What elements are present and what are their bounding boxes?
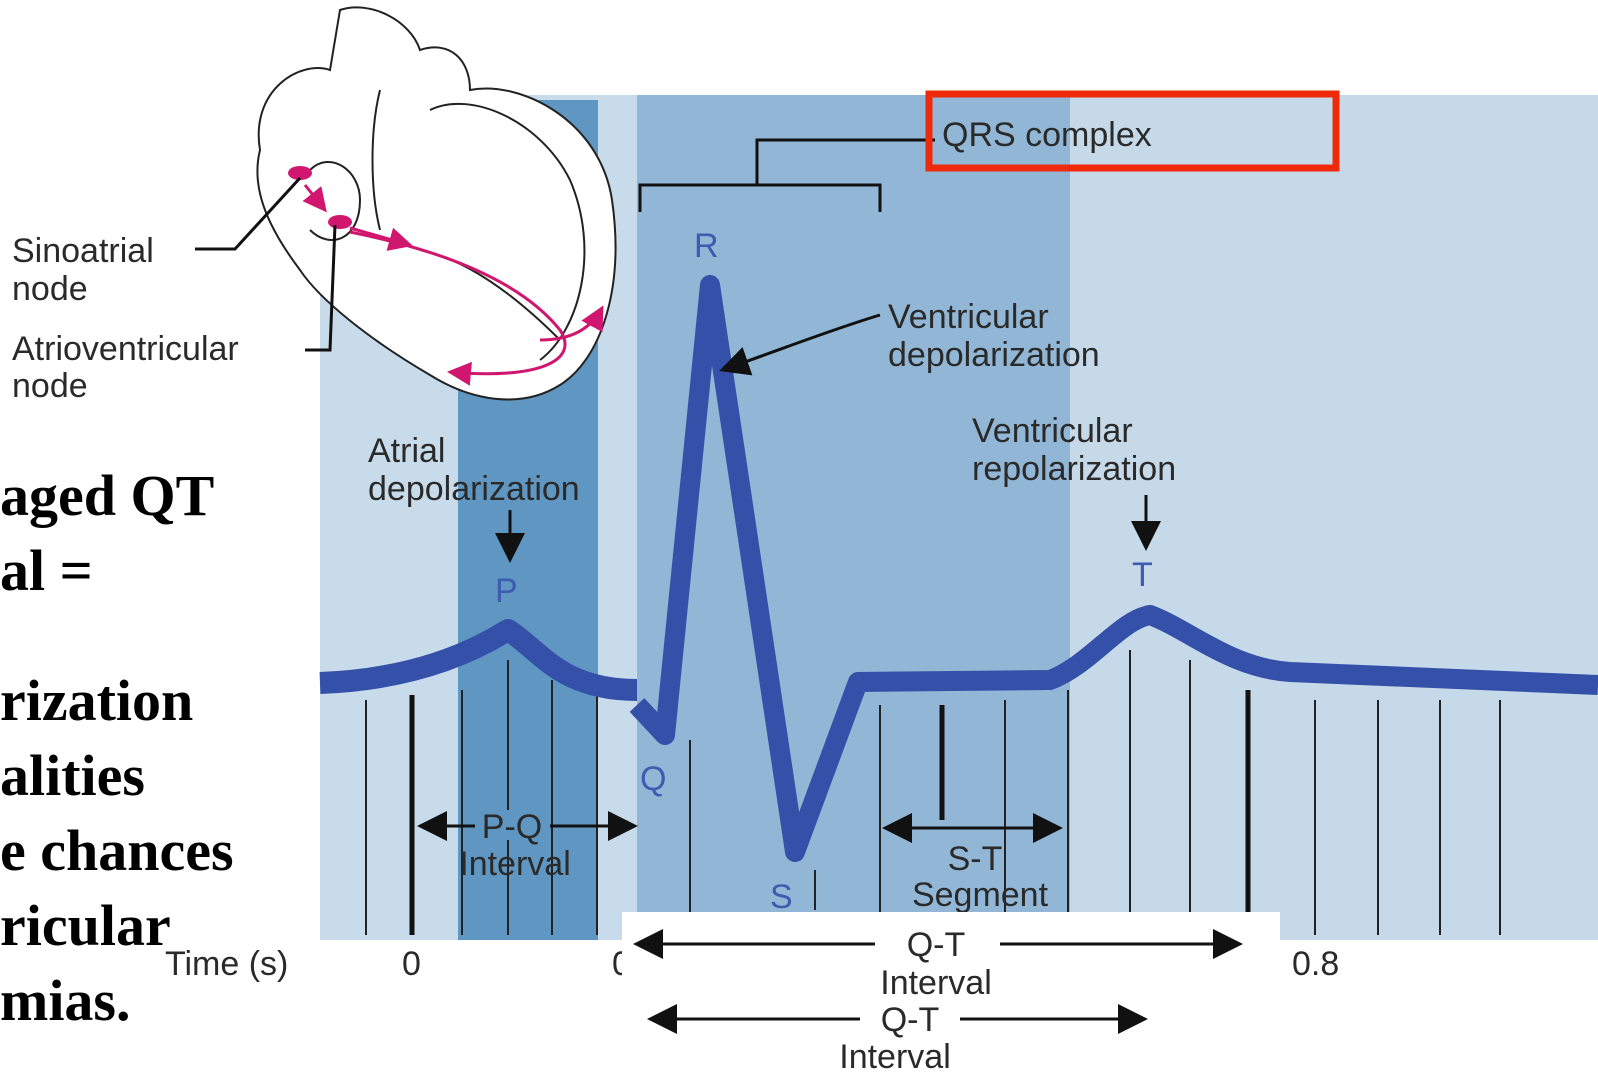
interval-label: P-Q	[482, 808, 542, 846]
slide-text: rization	[0, 668, 193, 733]
conduction-path	[288, 166, 604, 386]
slide-text: ricular	[0, 893, 171, 958]
interval-label: Interval	[459, 845, 571, 883]
vd-arrow	[719, 313, 881, 376]
time-lines	[365, 650, 1501, 935]
interval-label: Q-T	[881, 1001, 940, 1039]
av-leader	[305, 224, 337, 352]
slide-text: al =	[0, 538, 93, 603]
slide-text: mias.	[0, 968, 131, 1033]
wave-s: S	[770, 878, 793, 916]
wave-r: R	[694, 227, 719, 265]
annotation: depolarization	[368, 470, 580, 508]
ecg-wave-left	[319, 619, 638, 701]
interval-label: Interval	[880, 964, 992, 1002]
qrs-bracket	[638, 138, 935, 212]
av-label: Atrioventricular	[12, 330, 239, 368]
time-tick: 0.8	[1292, 945, 1339, 983]
pq-label-bg	[475, 810, 550, 840]
interval-label: Segment	[912, 876, 1049, 914]
ecg-wave-right	[629, 275, 1598, 862]
overlay-box	[622, 912, 1280, 1088]
slide-text: alities	[0, 743, 145, 808]
panel-qrs	[637, 95, 1070, 940]
annotation: repolarization	[972, 450, 1176, 488]
interval-label: S-T	[948, 840, 1003, 878]
interval-label: Q-T	[907, 926, 966, 964]
sa-leader	[195, 176, 302, 251]
heart-illustration	[256, 6, 617, 401]
slide-text: aged QT	[0, 463, 214, 528]
annotation: depolarization	[888, 336, 1100, 374]
wave-q: Q	[640, 760, 666, 798]
wave-t: T	[1132, 556, 1153, 594]
annotation: Ventricular	[972, 412, 1133, 450]
sa-label: node	[12, 270, 88, 308]
panel-t	[1070, 95, 1598, 940]
annotation: Ventricular	[888, 298, 1049, 336]
wave-p: P	[495, 572, 518, 610]
time-tick: 0	[402, 945, 421, 983]
qrs-label: QRS complex	[942, 116, 1152, 154]
av-label: node	[12, 367, 88, 405]
annotation: Atrial	[368, 432, 445, 470]
sa-label: Sinoatrial	[12, 232, 154, 270]
slide-text: e chances	[0, 818, 234, 883]
highlight-box	[925, 90, 1340, 172]
axis-label: Time (s)	[165, 945, 288, 983]
interval-label: Interval	[839, 1038, 951, 1076]
